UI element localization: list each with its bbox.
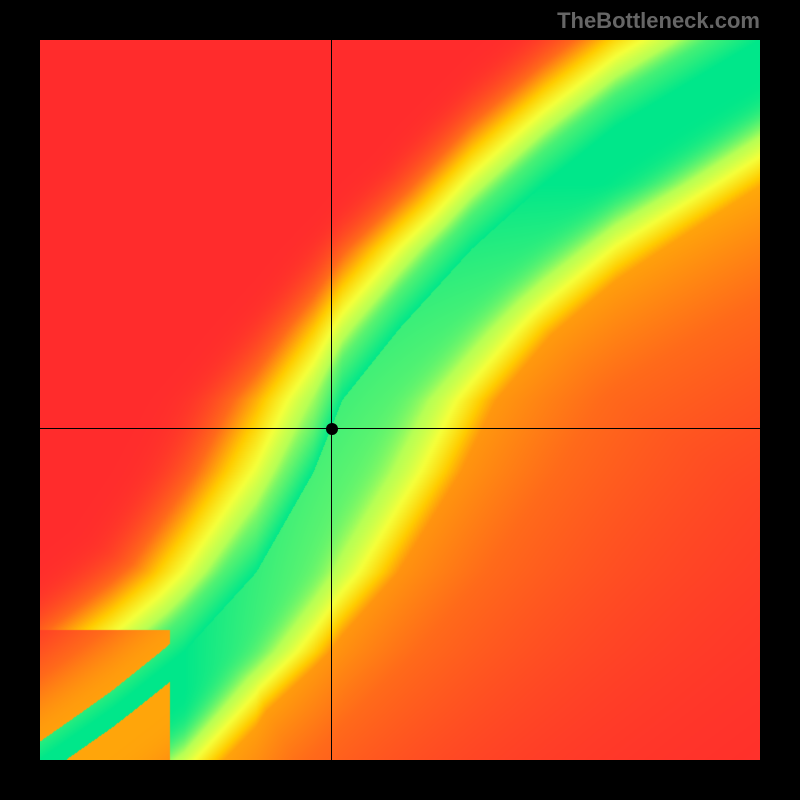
crosshair-horizontal	[40, 428, 760, 429]
watermark-text: TheBottleneck.com	[557, 8, 760, 34]
heatmap-plot	[40, 40, 760, 760]
heatmap-canvas	[40, 40, 760, 760]
crosshair-vertical	[331, 40, 332, 760]
marker-dot	[326, 423, 338, 435]
chart-container: TheBottleneck.com	[0, 0, 800, 800]
